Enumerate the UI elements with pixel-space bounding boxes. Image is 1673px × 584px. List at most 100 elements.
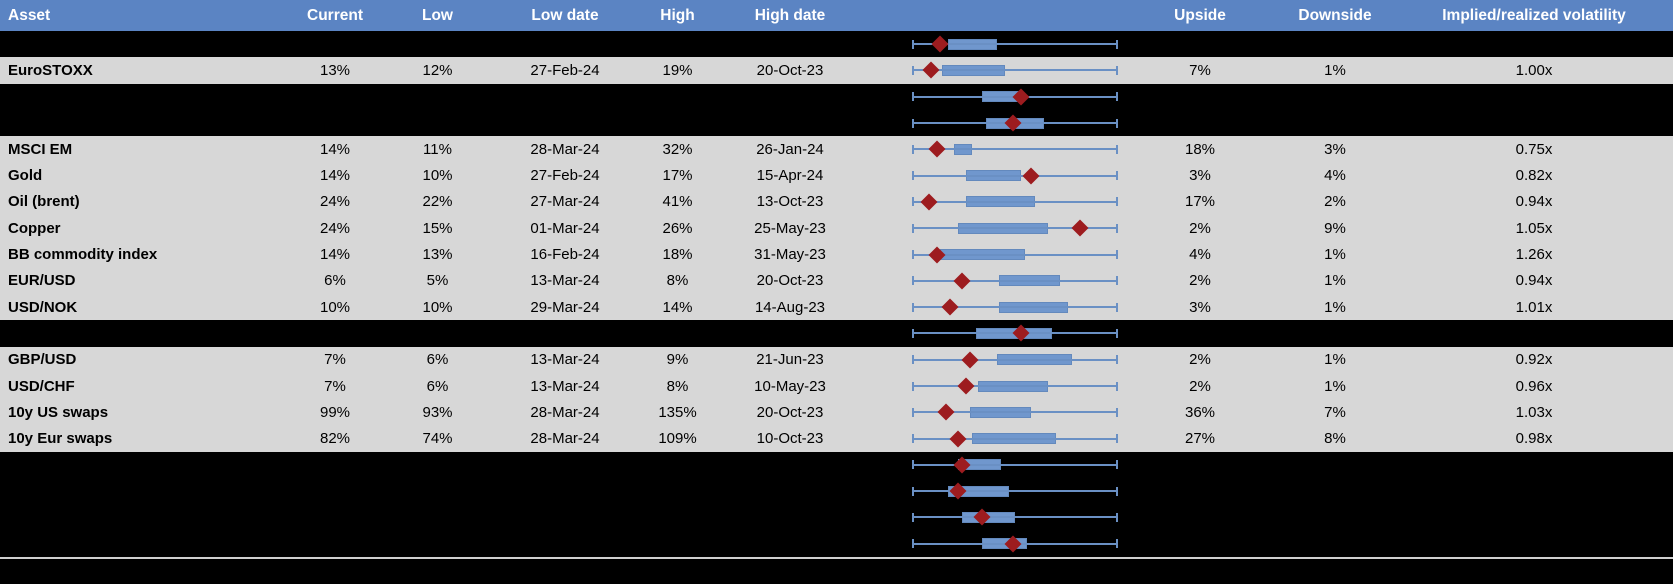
cell-low-date[interactable]: 27-Mar-24 [530, 193, 600, 211]
cell-asset[interactable]: MSCI EM [8, 140, 73, 158]
cell-low[interactable]: 10% [422, 298, 453, 316]
cell-implied-realized-volatility[interactable]: 1.26x [1515, 246, 1553, 264]
cell-asset[interactable]: USD/NOK [8, 298, 78, 316]
cell-upside[interactable]: 3% [1189, 298, 1211, 316]
cell-high-date[interactable]: 14-Aug-23 [754, 298, 826, 316]
cell-current[interactable]: 7% [324, 377, 346, 395]
cell-implied-realized-volatility[interactable]: 0.96x [1515, 377, 1553, 395]
cell-high-date[interactable]: 10-Oct-23 [756, 430, 824, 448]
header-downside[interactable]: Downside [1298, 6, 1372, 24]
cell-low[interactable]: 6% [426, 351, 449, 369]
cell-high[interactable]: 41% [662, 193, 693, 211]
cell-high-date[interactable]: 21-Jun-23 [756, 351, 824, 369]
cell-upside[interactable]: 18% [1184, 140, 1216, 158]
cell-high-date[interactable]: 25-May-23 [754, 219, 826, 237]
cell-current[interactable]: 24% [319, 193, 351, 211]
cell-current[interactable]: 13% [319, 61, 351, 79]
cell-low[interactable]: 5% [426, 272, 449, 290]
cell-high[interactable]: 18% [662, 246, 693, 264]
cell-implied-realized-volatility[interactable]: 1.05x [1515, 219, 1553, 237]
cell-low[interactable]: 11% [423, 140, 452, 158]
cell-asset[interactable]: 10y Eur swaps [8, 430, 113, 448]
cell-downside[interactable]: 1% [1324, 272, 1346, 290]
cell-downside[interactable]: 8% [1324, 430, 1346, 448]
cell-current[interactable]: 14% [319, 140, 351, 158]
cell-implied-realized-volatility[interactable]: 0.94x [1515, 272, 1553, 290]
cell-implied-realized-volatility[interactable]: 1.00x [1515, 61, 1553, 79]
cell-high[interactable]: 9% [666, 351, 689, 369]
cell-implied-realized-volatility[interactable]: 0.82x [1515, 167, 1553, 185]
cell-current[interactable]: 14% [319, 167, 351, 185]
header-implied-realized-volatility[interactable]: Implied/realized volatility [1442, 6, 1626, 24]
cell-current[interactable]: 24% [319, 219, 351, 237]
cell-downside[interactable]: 4% [1324, 167, 1346, 185]
cell-high-date[interactable]: 20-Oct-23 [756, 61, 824, 79]
cell-downside[interactable]: 7% [1324, 403, 1346, 421]
cell-upside[interactable]: 3% [1189, 167, 1211, 185]
cell-low-date[interactable]: 29-Mar-24 [530, 298, 600, 316]
cell-high-date[interactable]: 26-Jan-24 [756, 140, 824, 158]
cell-high[interactable]: 135% [658, 403, 697, 421]
header-asset[interactable]: Asset [8, 6, 51, 24]
cell-high-date[interactable]: 15-Apr-24 [756, 167, 824, 185]
cell-current[interactable]: 6% [324, 272, 346, 290]
cell-current[interactable]: 82% [319, 430, 351, 448]
cell-upside[interactable]: 36% [1184, 403, 1216, 421]
cell-low[interactable]: 13% [422, 246, 453, 264]
cell-downside[interactable]: 1% [1324, 61, 1346, 79]
cell-high-date[interactable]: 31-May-23 [754, 246, 826, 264]
cell-high-date[interactable]: 20-Oct-23 [756, 272, 824, 290]
cell-implied-realized-volatility[interactable]: 0.75x [1515, 140, 1553, 158]
cell-current[interactable]: 7% [324, 351, 346, 369]
cell-asset[interactable]: Gold [8, 167, 43, 185]
cell-asset[interactable]: EUR/USD [8, 272, 76, 290]
cell-implied-realized-volatility[interactable]: 0.92x [1515, 351, 1553, 369]
cell-current[interactable]: 14% [319, 246, 351, 264]
cell-asset[interactable]: USD/CHF [8, 377, 75, 395]
cell-downside[interactable]: 1% [1324, 351, 1346, 369]
header-upside[interactable]: Upside [1174, 6, 1226, 24]
cell-upside[interactable]: 2% [1189, 272, 1211, 290]
cell-low[interactable]: 22% [422, 193, 453, 211]
cell-current[interactable]: 99% [319, 403, 351, 421]
cell-high[interactable]: 109% [658, 430, 697, 448]
cell-current[interactable]: 10% [319, 298, 351, 316]
cell-asset[interactable]: GBP/USD [8, 351, 77, 369]
cell-high[interactable]: 26% [662, 219, 693, 237]
cell-high-date[interactable]: 13-Oct-23 [756, 193, 824, 211]
cell-low-date[interactable]: 27-Feb-24 [530, 61, 600, 79]
cell-implied-realized-volatility[interactable]: 1.01x [1515, 298, 1553, 316]
cell-implied-realized-volatility[interactable]: 0.94x [1515, 193, 1553, 211]
cell-high-date[interactable]: 10-May-23 [754, 377, 826, 395]
cell-low-date[interactable]: 28-Mar-24 [530, 140, 600, 158]
header-current[interactable]: Current [307, 6, 363, 24]
cell-implied-realized-volatility[interactable]: 0.98x [1515, 430, 1553, 448]
cell-upside[interactable]: 17% [1184, 193, 1216, 211]
header-low-date[interactable]: Low date [531, 6, 599, 24]
cell-downside[interactable]: 1% [1324, 298, 1346, 316]
cell-asset[interactable]: Oil (brent) [8, 193, 80, 211]
cell-low[interactable]: 15% [422, 219, 453, 237]
cell-high-date[interactable]: 20-Oct-23 [756, 403, 824, 421]
cell-asset[interactable]: EuroSTOXX [8, 61, 93, 79]
cell-low[interactable]: 6% [426, 377, 449, 395]
cell-downside[interactable]: 2% [1324, 193, 1346, 211]
cell-asset[interactable]: 10y US swaps [8, 403, 109, 421]
cell-high[interactable]: 32% [662, 140, 693, 158]
cell-high[interactable]: 19% [662, 61, 693, 79]
cell-high[interactable]: 14% [662, 298, 693, 316]
header-high[interactable]: High [660, 6, 695, 24]
cell-upside[interactable]: 4% [1189, 246, 1211, 264]
cell-upside[interactable]: 2% [1189, 219, 1211, 237]
cell-high[interactable]: 17% [662, 167, 693, 185]
cell-low[interactable]: 74% [422, 430, 453, 448]
cell-low-date[interactable]: 13-Mar-24 [530, 351, 600, 369]
cell-upside[interactable]: 7% [1189, 61, 1211, 79]
cell-low-date[interactable]: 13-Mar-24 [530, 272, 600, 290]
cell-high[interactable]: 8% [666, 377, 689, 395]
cell-downside[interactable]: 3% [1324, 140, 1346, 158]
cell-low-date[interactable]: 13-Mar-24 [530, 377, 600, 395]
cell-upside[interactable]: 2% [1189, 377, 1211, 395]
cell-high[interactable]: 8% [666, 272, 689, 290]
cell-upside[interactable]: 27% [1184, 430, 1216, 448]
